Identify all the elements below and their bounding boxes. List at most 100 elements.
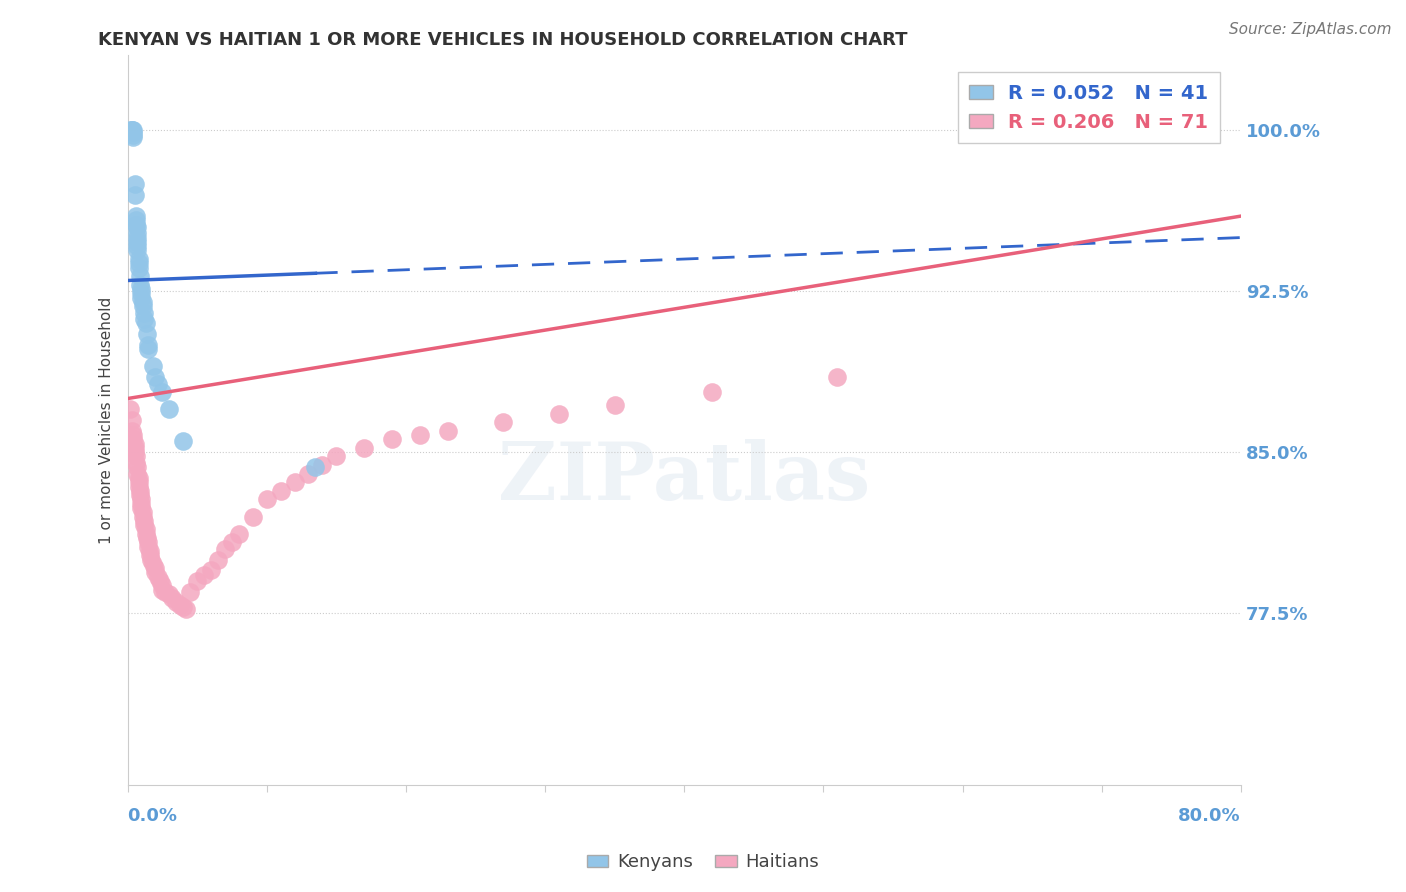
Point (179, 584, 201, 599)
Point (127, 219, 149, 234)
Point (157, 402, 180, 417)
Point (134, 518, 156, 533)
Point (124, 187, 146, 202)
Point (127, 244, 149, 258)
Point (436, 424, 458, 438)
Point (125, 213, 148, 227)
Point (139, 544, 162, 558)
Point (121, 123, 143, 137)
Point (169, 598, 191, 612)
Point (127, 467, 149, 481)
Point (124, 445, 146, 459)
Point (409, 428, 432, 442)
Point (138, 342, 160, 356)
Point (548, 407, 571, 421)
Point (160, 591, 183, 606)
Point (135, 523, 157, 537)
Point (128, 471, 150, 485)
Point (172, 434, 194, 449)
Point (146, 376, 169, 391)
Point (141, 552, 163, 566)
Point (132, 295, 155, 310)
Point (172, 599, 194, 614)
Point (120, 402, 142, 417)
Point (200, 563, 222, 577)
Point (129, 483, 152, 498)
Point (128, 475, 150, 490)
Point (221, 535, 243, 549)
Point (193, 567, 215, 582)
Point (131, 497, 153, 511)
Point (134, 514, 156, 528)
Point (122, 428, 145, 442)
Point (311, 458, 333, 472)
Point (381, 433, 404, 447)
Point (145, 566, 167, 580)
Point (150, 582, 173, 597)
Point (132, 299, 155, 313)
Point (132, 509, 155, 524)
Point (132, 505, 155, 519)
Text: 80.0%: 80.0% (1178, 806, 1241, 825)
Point (325, 450, 347, 464)
Point (121, 424, 143, 438)
Point (135, 526, 157, 541)
Point (138, 338, 160, 352)
Point (1146, 123, 1168, 137)
Point (153, 584, 176, 599)
Point (131, 492, 153, 507)
Point (128, 252, 150, 266)
Point (122, 129, 145, 144)
Point (270, 483, 292, 498)
Point (148, 574, 170, 588)
Point (207, 552, 229, 566)
Point (131, 282, 153, 296)
Text: 0.0%: 0.0% (128, 806, 177, 825)
Point (124, 436, 146, 450)
Point (827, 370, 849, 384)
Point (283, 475, 305, 490)
Point (142, 557, 165, 571)
Point (125, 209, 148, 223)
Point (120, 123, 142, 137)
Point (127, 227, 149, 241)
Point (304, 460, 326, 475)
Point (127, 235, 149, 249)
Point (139, 548, 162, 562)
Point (138, 535, 160, 549)
Point (131, 291, 153, 305)
Legend: Kenyans, Haitians: Kenyans, Haitians (579, 847, 827, 879)
Point (146, 570, 169, 584)
Point (129, 277, 152, 292)
Point (228, 526, 250, 541)
Point (122, 125, 145, 139)
Text: ZIPatlas: ZIPatlas (498, 440, 870, 517)
Point (124, 177, 146, 191)
Point (136, 327, 159, 342)
Point (131, 286, 153, 301)
Point (134, 306, 156, 320)
Point (157, 587, 180, 601)
Point (128, 256, 150, 270)
Point (124, 441, 146, 455)
Point (492, 415, 515, 429)
Point (150, 385, 173, 400)
Point (145, 561, 167, 575)
Point (127, 230, 149, 244)
Point (127, 460, 149, 475)
Point (353, 441, 375, 455)
Point (127, 239, 149, 253)
Point (174, 602, 197, 616)
Point (129, 269, 152, 284)
Point (128, 479, 150, 493)
Point (135, 317, 157, 331)
Point (138, 540, 160, 554)
Point (125, 450, 148, 464)
Text: Source: ZipAtlas.com: Source: ZipAtlas.com (1229, 22, 1392, 37)
Point (121, 413, 143, 427)
Point (242, 509, 264, 524)
Point (134, 312, 156, 326)
Point (186, 574, 208, 588)
Point (122, 433, 145, 447)
Point (297, 467, 319, 481)
